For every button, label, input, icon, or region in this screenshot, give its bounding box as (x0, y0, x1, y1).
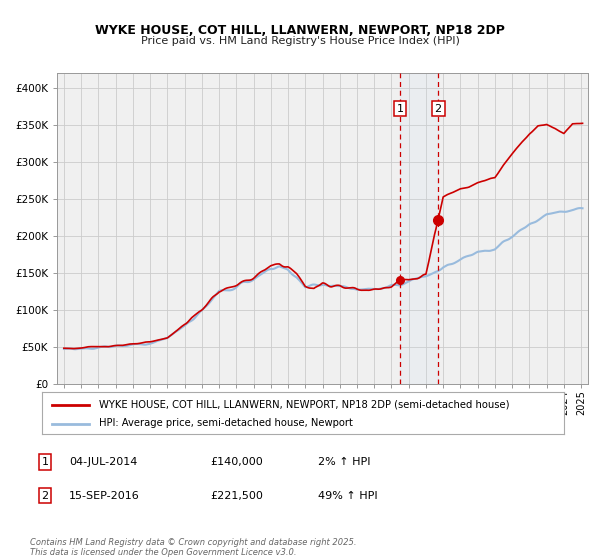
Text: 2: 2 (434, 104, 442, 114)
Text: 15-SEP-2016: 15-SEP-2016 (69, 491, 140, 501)
Text: HPI: Average price, semi-detached house, Newport: HPI: Average price, semi-detached house,… (100, 418, 353, 428)
Text: 1: 1 (41, 457, 49, 467)
Bar (400, 73, 438, 384)
Text: WYKE HOUSE, COT HILL, LLANWERN, NEWPORT, NP18 2DP (semi-detached house): WYKE HOUSE, COT HILL, LLANWERN, NEWPORT,… (100, 400, 510, 409)
Text: Price paid vs. HM Land Registry's House Price Index (HPI): Price paid vs. HM Land Registry's House … (140, 36, 460, 46)
Text: Contains HM Land Registry data © Crown copyright and database right 2025.
This d: Contains HM Land Registry data © Crown c… (30, 538, 356, 557)
Text: 49% ↑ HPI: 49% ↑ HPI (318, 491, 377, 501)
Text: £221,500: £221,500 (210, 491, 263, 501)
Text: 04-JUL-2014: 04-JUL-2014 (69, 457, 137, 467)
Text: 2: 2 (41, 491, 49, 501)
Text: WYKE HOUSE, COT HILL, LLANWERN, NEWPORT, NP18 2DP: WYKE HOUSE, COT HILL, LLANWERN, NEWPORT,… (95, 24, 505, 37)
Text: 1: 1 (397, 104, 404, 114)
Text: £140,000: £140,000 (210, 457, 263, 467)
Text: 2% ↑ HPI: 2% ↑ HPI (318, 457, 371, 467)
